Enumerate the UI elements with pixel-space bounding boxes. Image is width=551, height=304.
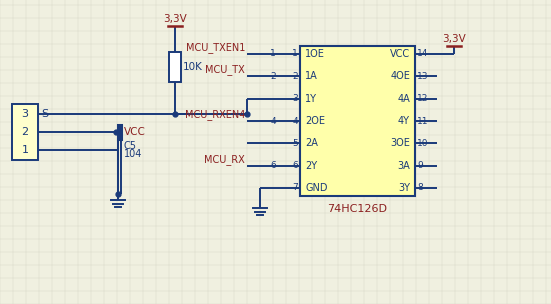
Text: 74HC126D: 74HC126D (327, 204, 387, 214)
Text: 2: 2 (271, 72, 276, 81)
Text: 1: 1 (292, 50, 298, 58)
Text: 2A: 2A (305, 138, 318, 148)
Text: 2Y: 2Y (305, 161, 317, 171)
Text: 9: 9 (417, 161, 423, 170)
Text: C5: C5 (124, 141, 137, 151)
Text: 7: 7 (292, 184, 298, 192)
Text: 1: 1 (270, 50, 276, 58)
Text: 8: 8 (417, 184, 423, 192)
Text: 3Y: 3Y (398, 183, 410, 193)
Text: VCC: VCC (124, 127, 146, 137)
Text: 2: 2 (293, 72, 298, 81)
Text: 3,3V: 3,3V (163, 14, 187, 24)
Text: 3A: 3A (397, 161, 410, 171)
Text: MCU_TX: MCU_TX (206, 64, 245, 75)
Text: 3OE: 3OE (390, 138, 410, 148)
Text: 10: 10 (417, 139, 429, 148)
Text: S: S (41, 109, 48, 119)
Text: 11: 11 (417, 116, 429, 126)
Bar (300, 46, 415, 196)
Text: 2: 2 (21, 127, 29, 137)
Text: 4Y: 4Y (398, 116, 410, 126)
Text: 6: 6 (270, 161, 276, 170)
Text: VCC: VCC (390, 49, 410, 59)
Text: 3: 3 (21, 109, 29, 119)
Text: MCU_RX: MCU_RX (204, 154, 245, 165)
Text: 4: 4 (293, 116, 298, 126)
Text: 1Y: 1Y (305, 94, 317, 104)
Text: 1: 1 (21, 145, 29, 155)
Text: 13: 13 (417, 72, 429, 81)
Text: 10K: 10K (183, 62, 203, 72)
Text: 6: 6 (292, 161, 298, 170)
Text: 2OE: 2OE (305, 116, 325, 126)
Text: 3,3V: 3,3V (442, 34, 466, 44)
Text: MCU_TXEN1: MCU_TXEN1 (186, 42, 245, 53)
Text: 4OE: 4OE (390, 71, 410, 81)
Text: 4: 4 (271, 116, 276, 126)
Text: 1A: 1A (305, 71, 318, 81)
Text: 104: 104 (124, 149, 142, 159)
Text: 14: 14 (417, 50, 428, 58)
Text: GND: GND (305, 183, 327, 193)
Text: 5: 5 (292, 139, 298, 148)
Text: MCU_RXEN4: MCU_RXEN4 (185, 109, 245, 120)
Text: 3: 3 (292, 94, 298, 103)
Text: 4A: 4A (397, 94, 410, 104)
Bar (169, 52, 181, 82)
Bar (12, 104, 38, 160)
Text: 12: 12 (417, 94, 428, 103)
Text: 1OE: 1OE (305, 49, 325, 59)
